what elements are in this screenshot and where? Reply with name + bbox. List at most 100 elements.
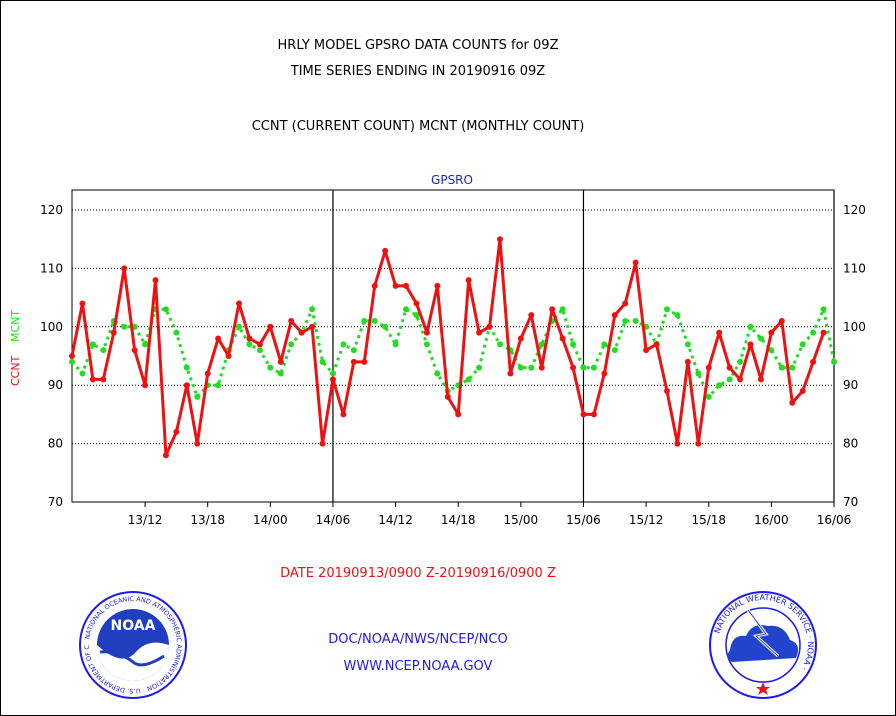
- ccnt-point: [455, 411, 462, 418]
- mcnt-point: [570, 341, 577, 348]
- ccnt-point: [215, 335, 222, 342]
- y-tick-label: 80: [48, 437, 63, 451]
- y-axis-label: CCNT MCNT: [9, 310, 22, 386]
- ccnt-point: [183, 382, 190, 389]
- mcnt-point: [215, 382, 222, 389]
- mcnt-point: [831, 358, 837, 365]
- ccnt-point: [329, 376, 336, 383]
- mcnt-point: [121, 323, 128, 330]
- mcnt-point: [716, 382, 723, 389]
- ccnt-line: [70, 237, 825, 457]
- ccnt-point: [643, 347, 650, 354]
- ccnt-point: [517, 335, 524, 342]
- ccnt-point: [131, 347, 138, 354]
- mcnt-point: [559, 306, 566, 313]
- ccnt-point: [173, 428, 180, 435]
- ccnt-point: [580, 411, 587, 418]
- y-tick-label: 120: [40, 203, 63, 217]
- mcnt-point: [496, 341, 503, 348]
- x-tick-label: 14/00: [253, 513, 288, 527]
- noaa-logo-text: NOAA: [111, 618, 156, 634]
- ccnt-point: [768, 329, 775, 336]
- ccnt-point: [465, 277, 472, 284]
- x-tick-label: 15/18: [691, 513, 726, 527]
- ccnt-point: [152, 277, 159, 284]
- mcnt-point: [79, 370, 86, 377]
- website-link[interactable]: WWW.NCEP.NOAA.GOV: [343, 659, 493, 674]
- ccnt-point: [382, 247, 389, 254]
- y-tick-label: 100: [40, 320, 63, 334]
- mcnt-point: [434, 370, 441, 377]
- ccnt-point: [695, 440, 702, 447]
- mcnt-point: [810, 329, 817, 336]
- y-axis-label-ccnt: CCNT: [9, 355, 22, 386]
- ccnt-point: [256, 341, 263, 348]
- y-tick-label-right: 90: [843, 378, 858, 392]
- ccnt-point: [246, 335, 253, 342]
- ccnt-point: [89, 376, 96, 383]
- y-axis-label-mcnt: MCNT: [9, 310, 22, 342]
- y-tick-label: 110: [40, 261, 63, 275]
- day-boundary-lines: [332, 190, 835, 502]
- y-tick-label-right: 110: [843, 261, 866, 275]
- ccnt-point: [350, 358, 357, 365]
- ccnt-point: [194, 440, 201, 447]
- mcnt-point: [350, 347, 357, 354]
- y-tick-label-right: 100: [843, 320, 866, 334]
- chart-header-line1: HRLY MODEL GPSRO DATA COUNTS for 09Z: [277, 38, 559, 53]
- mcnt-point: [319, 358, 326, 365]
- ccnt-point: [236, 300, 243, 307]
- chart-header-line3: CCNT (CURRENT COUNT) MCNT (MONTHLY COUNT…: [251, 119, 585, 134]
- ccnt-point: [663, 388, 670, 395]
- ccnt-point: [611, 312, 618, 319]
- mcnt-point: [100, 347, 107, 354]
- y-tick-label-right: 80: [843, 437, 858, 451]
- x-tick-label: 14/18: [441, 513, 476, 527]
- mcnt-point: [674, 312, 681, 319]
- mcnt-point: [768, 347, 775, 354]
- mcnt-point: [423, 341, 430, 348]
- mcnt-point: [695, 370, 702, 377]
- mcnt-point: [820, 306, 827, 313]
- mcnt-point: [403, 306, 410, 313]
- ccnt-point: [100, 376, 107, 383]
- ccnt-point: [392, 282, 399, 289]
- x-tick-label: 14/12: [378, 513, 413, 527]
- org-caption: DOC/NOAA/NWS/NCEP/NCO: [328, 632, 508, 647]
- mcnt-point: [601, 341, 608, 348]
- ccnt-point: [810, 358, 817, 365]
- ccnt-point: [319, 440, 326, 447]
- ccnt-point: [204, 370, 211, 377]
- mcnt-point: [663, 306, 670, 313]
- mcnt-point: [371, 317, 378, 324]
- nws-logo: NATIONAL WEATHER SERVICE · NOAA ·: [709, 591, 817, 699]
- ccnt-point: [403, 282, 410, 289]
- ccnt-point: [757, 376, 764, 383]
- x-tick-label: 16/06: [817, 513, 852, 527]
- mcnt-point: [256, 347, 263, 354]
- mcnt-point: [622, 317, 629, 324]
- ccnt-point: [309, 323, 316, 330]
- mcnt-point: [277, 370, 284, 377]
- ccnt-point: [361, 358, 368, 365]
- ccnt-point: [716, 329, 723, 336]
- mcnt-point: [538, 341, 545, 348]
- ccnt-point: [340, 411, 347, 418]
- y-tick-label-right: 70: [843, 495, 858, 509]
- mcnt-point: [778, 364, 785, 371]
- mcnt-point: [705, 393, 712, 400]
- mcnt-point: [246, 341, 253, 348]
- x-tick-label: 16/00: [754, 513, 789, 527]
- ccnt-point: [142, 382, 149, 389]
- ccnt-point: [747, 341, 754, 348]
- ccnt-point: [674, 440, 681, 447]
- mcnt-point: [590, 364, 597, 371]
- ccnt-point: [559, 335, 566, 342]
- x-tick-label: 15/00: [504, 513, 539, 527]
- mcnt-point: [162, 306, 169, 313]
- ccnt-point: [684, 358, 691, 365]
- mcnt-point: [392, 341, 399, 348]
- x-tick-label: 13/12: [128, 513, 163, 527]
- grid-lines: [72, 209, 834, 445]
- ccnt-point: [528, 312, 535, 319]
